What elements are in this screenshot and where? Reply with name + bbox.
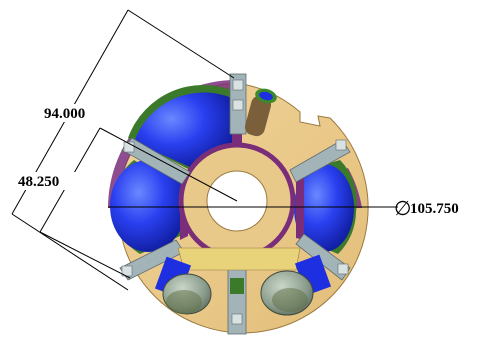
bracket-top xyxy=(229,73,247,135)
dim-top-distance: 94.000 xyxy=(44,106,85,122)
bracket-upper-right xyxy=(289,139,351,183)
top-cylinder xyxy=(244,88,277,137)
wheel-upper-left xyxy=(128,85,242,170)
diameter-symbol-icon: ∅ xyxy=(394,196,411,220)
lower-bar xyxy=(177,247,301,271)
motor-right xyxy=(260,254,332,316)
bracket-lower-right xyxy=(295,233,351,281)
dim-inner-distance: 48.250 xyxy=(18,174,59,190)
label-bg-inner xyxy=(14,172,76,190)
bracket-upper-left xyxy=(121,137,191,185)
label-bg-top xyxy=(40,104,102,122)
motor-left xyxy=(154,256,212,315)
dim-diameter: 105.750 xyxy=(410,201,459,217)
bracket-bottom xyxy=(227,267,247,335)
